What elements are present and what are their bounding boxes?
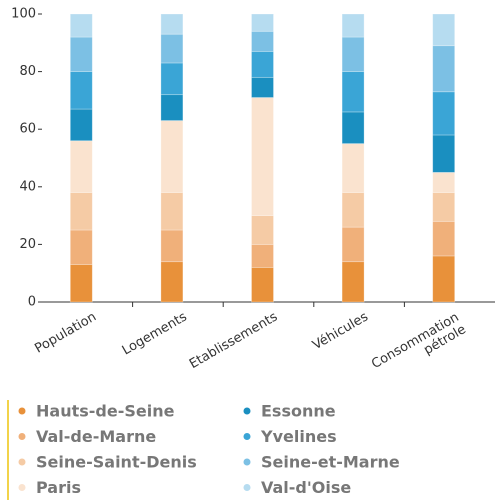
legend-label: Hauts-de-Seine bbox=[36, 402, 175, 421]
bar-segment bbox=[251, 97, 274, 216]
bar-segment bbox=[69, 108, 93, 142]
legend-label: Val-de-Marne bbox=[36, 427, 156, 446]
bar-segment bbox=[69, 264, 93, 303]
bar-segment bbox=[341, 261, 365, 303]
bar-segment bbox=[251, 76, 274, 98]
legend-marker bbox=[18, 458, 26, 466]
legend-label: Yvelines bbox=[260, 427, 337, 446]
legend-label: Essonne bbox=[261, 402, 336, 421]
bar-segment bbox=[251, 13, 274, 32]
x-tick-label: Etablissements bbox=[187, 309, 280, 372]
bar-segment bbox=[69, 192, 93, 231]
y-tick-label: 40 bbox=[19, 179, 36, 194]
bar-segment bbox=[160, 62, 184, 96]
bar-segment bbox=[341, 13, 365, 38]
bar-segment bbox=[160, 13, 184, 35]
legend-label: Seine-Saint-Denis bbox=[36, 453, 197, 472]
bar-segment bbox=[160, 229, 184, 263]
legend-label: Paris bbox=[36, 478, 81, 497]
bar-segment bbox=[432, 91, 456, 136]
bar-segment bbox=[160, 261, 184, 303]
bar-segment bbox=[341, 111, 365, 144]
legend-marker bbox=[243, 433, 251, 440]
bar-segment bbox=[69, 36, 93, 73]
x-tick-label: Consommationpétrole bbox=[369, 310, 469, 384]
bar-segment bbox=[341, 71, 365, 113]
bar-segment bbox=[251, 243, 274, 268]
bar-segment bbox=[341, 226, 365, 263]
x-tick-label: Population bbox=[32, 310, 99, 357]
bar-segment bbox=[432, 192, 456, 222]
bar-segment bbox=[341, 36, 365, 73]
bar-segment bbox=[69, 71, 93, 110]
legend-marker bbox=[243, 407, 251, 415]
bar-segment bbox=[341, 192, 365, 228]
bar-segment bbox=[432, 220, 456, 257]
x-tick-label: Logements bbox=[120, 309, 190, 358]
bar-segment bbox=[251, 30, 274, 52]
y-tick-label: 80 bbox=[19, 64, 36, 79]
bar-segment bbox=[251, 267, 274, 303]
x-tick-label: Véhicules bbox=[310, 309, 371, 353]
legend-marker bbox=[243, 484, 251, 491]
bar-segment bbox=[160, 192, 184, 231]
legend-label: Seine-et-Marne bbox=[261, 453, 400, 472]
legend-marker bbox=[18, 407, 26, 415]
bar-segment bbox=[251, 51, 274, 78]
bar-segment bbox=[251, 215, 274, 245]
legend-marker bbox=[243, 458, 251, 466]
bar-segment bbox=[341, 143, 365, 193]
bar-segment bbox=[160, 120, 184, 193]
bar-segment bbox=[432, 255, 456, 303]
bar-segment bbox=[432, 171, 456, 193]
y-tick-label: 20 bbox=[19, 237, 36, 252]
y-tick-label: 60 bbox=[19, 122, 36, 137]
bar-segment bbox=[69, 229, 93, 265]
legend-marker bbox=[18, 433, 26, 440]
bar-segment bbox=[432, 134, 456, 173]
bar-segment bbox=[432, 13, 456, 47]
bar-segment bbox=[432, 45, 456, 93]
legend-label: Val-d'Oise bbox=[261, 478, 351, 497]
y-tick-label: 100 bbox=[11, 7, 36, 22]
bar-segment bbox=[160, 94, 184, 121]
bar-segment bbox=[160, 33, 184, 64]
bar-segment bbox=[69, 140, 93, 193]
legend-marker bbox=[18, 484, 26, 491]
bar-segment bbox=[69, 13, 93, 38]
y-tick-label: 0 bbox=[28, 295, 36, 310]
